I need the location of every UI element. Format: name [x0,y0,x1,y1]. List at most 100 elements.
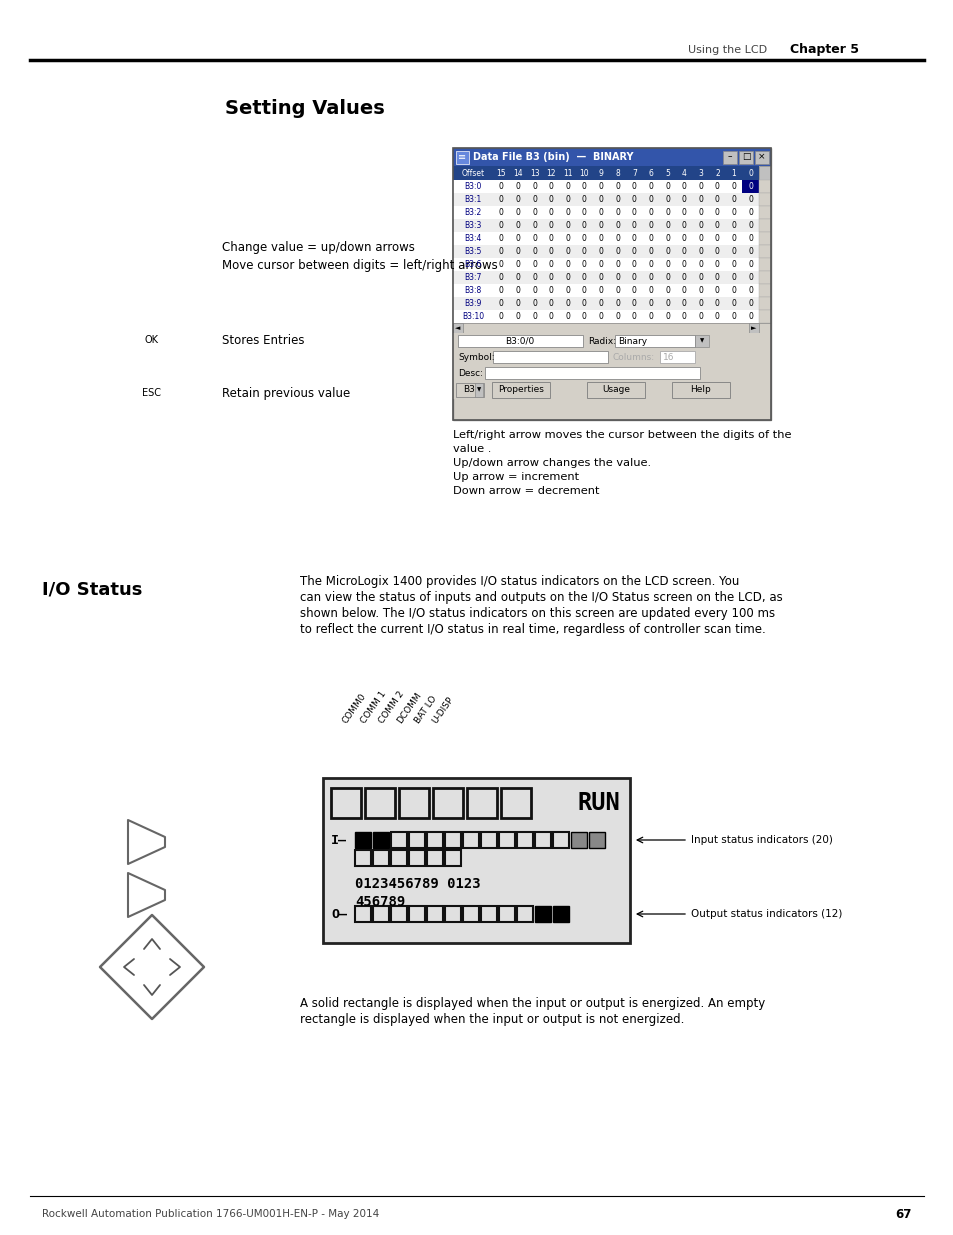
Text: 0: 0 [698,273,702,282]
Text: 0: 0 [631,299,636,308]
Text: 0: 0 [565,287,570,295]
Text: 0: 0 [714,207,720,217]
Text: 0: 0 [681,195,686,204]
Bar [453,193,759,206]
Bar [453,165,759,180]
Bar [739,151,752,164]
Text: 0: 0 [664,273,669,282]
Text: 0: 0 [698,207,702,217]
Text: 0: 0 [515,195,519,204]
Text: 0: 0 [698,233,702,243]
Text: 7: 7 [631,168,636,178]
Text: Data File B3 (bin)  —  BINARY: Data File B3 (bin) — BINARY [473,152,633,162]
Text: 0: 0 [714,195,720,204]
Text: □: □ [741,152,749,162]
Text: Up/down arrow changes the value.: Up/down arrow changes the value. [453,458,651,468]
Text: Offset: Offset [461,168,484,178]
Text: 0: 0 [598,233,603,243]
Text: RUN: RUN [577,790,619,815]
Text: B3:3: B3:3 [464,221,481,230]
Text: 0: 0 [548,273,553,282]
Text: Move cursor between digits = left/right arrows: Move cursor between digits = left/right … [222,258,497,272]
Text: 0: 0 [532,247,537,256]
Text: 0: 0 [731,273,736,282]
Text: 0: 0 [581,195,586,204]
Bar [373,832,389,848]
Text: 0: 0 [532,221,537,230]
Text: 0: 0 [681,182,686,191]
Text: 0: 0 [598,312,603,321]
Text: 0: 0 [664,287,669,295]
Text: ESC: ESC [142,388,161,398]
Text: 0: 0 [731,247,736,256]
Text: 0: 0 [747,312,752,321]
Text: 0: 0 [698,261,702,269]
Text: shown below. The I/O status indicators on this screen are updated every 100 ms: shown below. The I/O status indicators o… [299,608,774,620]
Text: 0: 0 [565,221,570,230]
Bar [444,832,460,848]
Text: 0: 0 [731,233,736,243]
Bar [759,219,770,232]
Text: 0: 0 [532,261,537,269]
Text: 0: 0 [615,207,619,217]
Text: 0: 0 [548,261,553,269]
Text: Output status indicators (12): Output status indicators (12) [690,909,841,919]
Text: 0: 0 [698,195,702,204]
Text: 0: 0 [498,287,503,295]
Bar [759,310,770,324]
Text: Change value = up/down arrows: Change value = up/down arrows [222,242,415,254]
Bar [517,906,533,923]
Text: 0: 0 [615,182,619,191]
Text: 0123456789 0123: 0123456789 0123 [355,877,480,890]
Bar [759,232,770,245]
Bar [453,258,759,270]
Text: Left/right arrow moves the cursor between the digits of the: Left/right arrow moves the cursor betwee… [453,430,791,440]
Text: 0: 0 [664,312,669,321]
Text: 0: 0 [615,261,619,269]
Text: 0: 0 [548,247,553,256]
Bar [741,180,759,193]
Text: ≡: ≡ [457,152,466,162]
Text: 10: 10 [579,168,589,178]
Bar [427,832,442,848]
Text: 0: 0 [581,182,586,191]
Bar [493,351,607,363]
Text: –: – [727,152,732,162]
Bar [373,850,389,866]
Text: can view the status of inputs and outputs on the I/O Status screen on the LCD, a: can view the status of inputs and output… [299,592,781,604]
Text: 0: 0 [747,207,752,217]
Text: 0: 0 [548,287,553,295]
Text: Radix:: Radix: [587,336,616,346]
Text: 0: 0 [714,273,720,282]
Bar [453,324,462,333]
Text: 0: 0 [664,247,669,256]
Text: 0: 0 [648,207,653,217]
Text: 0: 0 [532,195,537,204]
Text: The MicroLogix 1400 provides I/O status indicators on the LCD screen. You: The MicroLogix 1400 provides I/O status … [299,576,739,589]
Text: 0: 0 [648,195,653,204]
Text: DCOMM: DCOMM [395,690,422,725]
Bar [453,382,770,399]
Text: 0: 0 [615,299,619,308]
Bar [391,832,407,848]
Text: 0: 0 [548,207,553,217]
Text: 0: 0 [631,273,636,282]
Text: 0: 0 [565,233,570,243]
Text: Symbol:: Symbol: [457,352,494,362]
Text: Using the LCD: Using the LCD [687,44,766,56]
Bar [517,832,533,848]
Text: COMM0: COMM0 [340,692,368,725]
Text: 6: 6 [648,168,653,178]
Text: B3:2: B3:2 [464,207,481,217]
Text: 0: 0 [681,273,686,282]
Text: 0: 0 [714,299,720,308]
Bar [323,778,629,944]
Bar [457,335,582,347]
Bar [398,788,429,818]
Bar [759,165,770,180]
Text: 0: 0 [565,312,570,321]
Text: 0: 0 [731,182,736,191]
Text: 0: 0 [498,247,503,256]
Bar [759,193,770,206]
Bar [759,284,770,296]
